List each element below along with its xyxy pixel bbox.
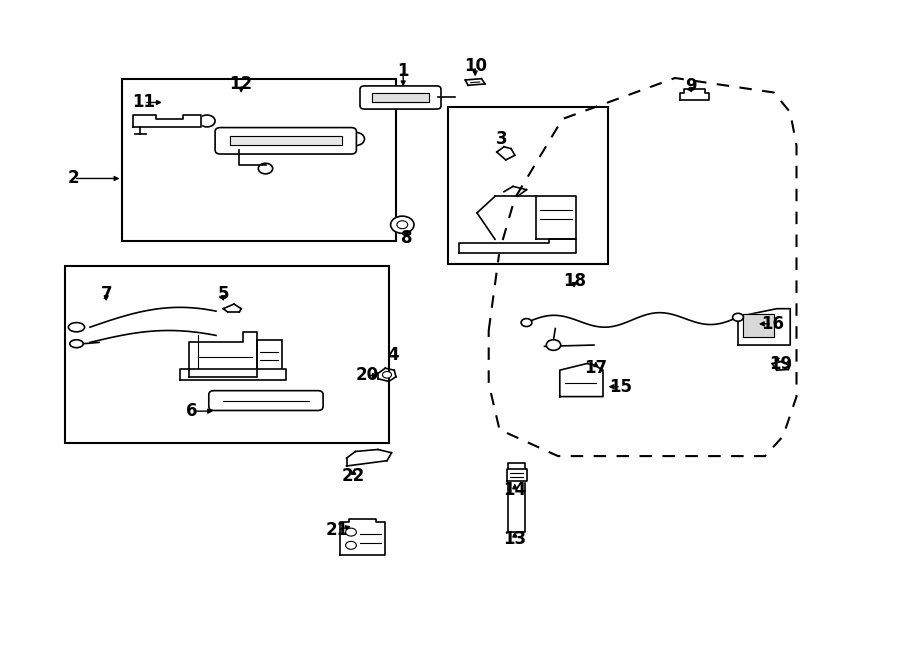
Text: 3: 3 — [496, 130, 507, 148]
Circle shape — [382, 371, 392, 378]
Polygon shape — [560, 364, 603, 397]
Polygon shape — [340, 519, 385, 555]
Polygon shape — [742, 314, 774, 337]
Text: 19: 19 — [770, 354, 793, 373]
Polygon shape — [230, 136, 342, 145]
Circle shape — [546, 340, 561, 350]
Text: 11: 11 — [132, 93, 156, 112]
Polygon shape — [180, 369, 286, 380]
Text: 14: 14 — [503, 481, 526, 500]
Text: 1: 1 — [398, 61, 409, 80]
Circle shape — [258, 163, 273, 174]
Polygon shape — [372, 93, 429, 102]
Text: 7: 7 — [101, 285, 112, 303]
Text: 18: 18 — [562, 272, 586, 290]
Polygon shape — [459, 239, 576, 253]
Circle shape — [199, 115, 215, 127]
Circle shape — [521, 319, 532, 327]
Circle shape — [346, 132, 364, 145]
Text: 16: 16 — [760, 315, 784, 333]
Polygon shape — [536, 196, 576, 239]
Circle shape — [733, 313, 743, 321]
Ellipse shape — [68, 323, 85, 332]
FancyBboxPatch shape — [209, 391, 323, 410]
Text: 8: 8 — [401, 229, 412, 247]
FancyBboxPatch shape — [215, 128, 356, 154]
Circle shape — [397, 221, 408, 229]
Circle shape — [391, 216, 414, 233]
Bar — [122, 79, 396, 241]
Text: 15: 15 — [609, 377, 633, 396]
Text: 21: 21 — [326, 521, 349, 539]
Ellipse shape — [70, 340, 83, 348]
Polygon shape — [680, 89, 709, 100]
Text: 10: 10 — [464, 57, 487, 75]
Text: 4: 4 — [388, 346, 399, 364]
Text: 5: 5 — [218, 285, 229, 303]
Text: 9: 9 — [686, 77, 697, 95]
Bar — [448, 107, 608, 264]
Polygon shape — [507, 469, 526, 481]
FancyBboxPatch shape — [360, 86, 441, 109]
Text: 20: 20 — [356, 366, 379, 385]
Polygon shape — [508, 463, 525, 532]
Circle shape — [346, 528, 356, 536]
Polygon shape — [133, 115, 201, 127]
Circle shape — [346, 541, 356, 549]
Text: 13: 13 — [503, 529, 526, 548]
Text: 2: 2 — [68, 169, 79, 188]
Text: 12: 12 — [230, 75, 253, 93]
Polygon shape — [189, 332, 256, 377]
Bar — [65, 266, 389, 443]
Polygon shape — [738, 309, 790, 345]
Text: 6: 6 — [186, 402, 197, 420]
Bar — [256, 340, 282, 373]
Text: 22: 22 — [342, 467, 365, 485]
Text: 17: 17 — [584, 359, 608, 377]
